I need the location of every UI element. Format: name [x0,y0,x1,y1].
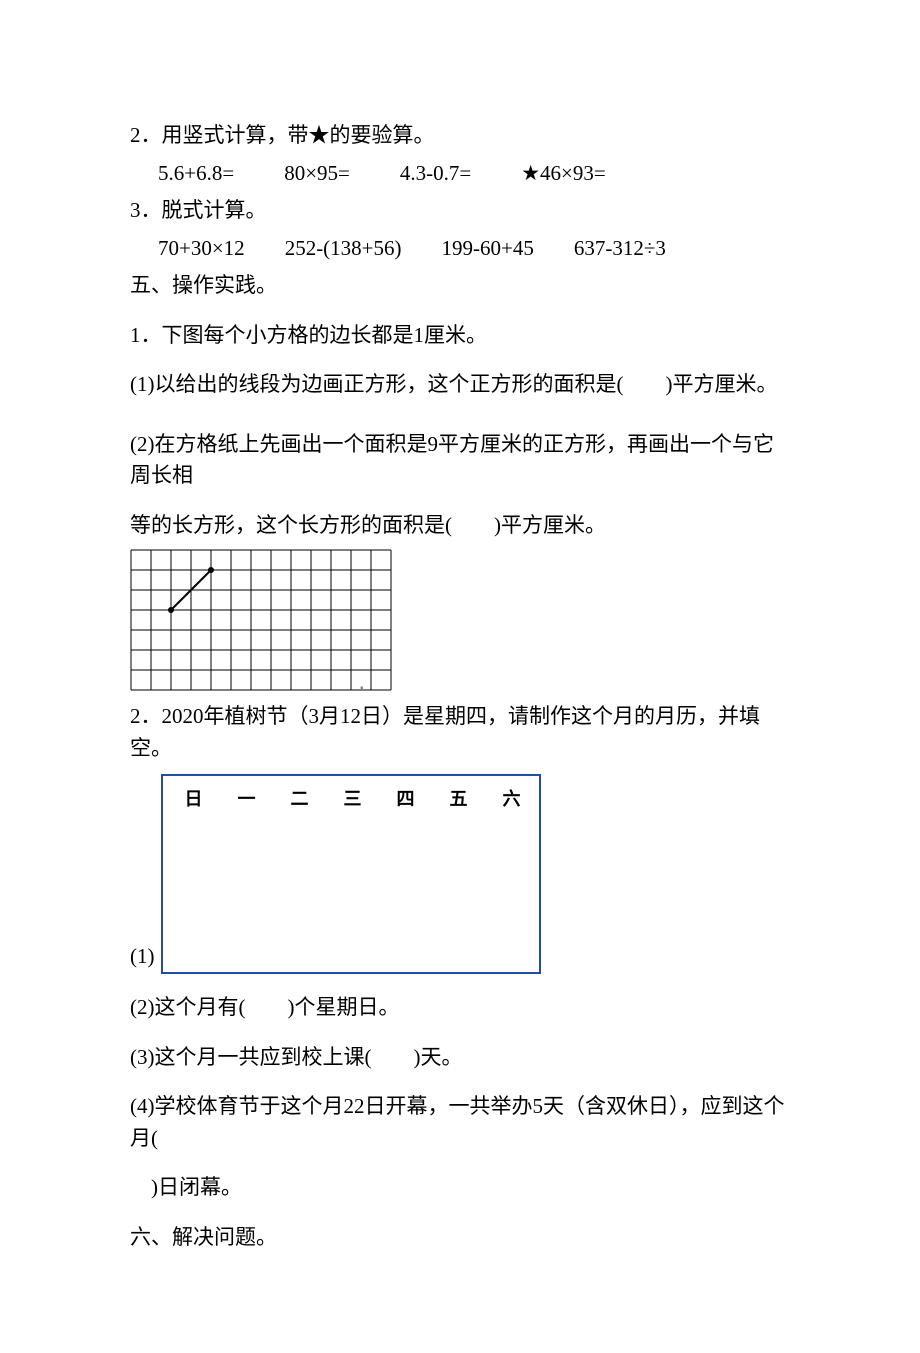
calendar-label: (1) [130,941,161,975]
cal-h-4: 四 [397,786,415,813]
cal-h-6: 六 [503,786,521,813]
sec5-q1-p2b: 等的长方形，这个长方形的面积是( )平方厘米。 [130,510,790,542]
q2-item-2: 80×95= [284,158,350,190]
grid-figure [130,549,790,691]
q2-items: 5.6+6.8= 80×95= 4.3-0.7= ★46×93= [130,158,790,190]
q3-item-2: 252-(138+56) [285,233,402,265]
calendar-row: (1) 日 一 二 三 四 五 六 [130,774,790,974]
q3-item-4: 637-312÷3 [574,233,666,265]
q3-items: 70+30×12 252-(138+56) 199-60+45 637-312÷… [130,233,790,265]
cal-h-1: 一 [238,786,256,813]
sec5-q1-p2a: (2)在方格纸上先画出一个面积是9平方厘米的正方形，再画出一个与它周长相 [130,429,790,492]
q2-item-3: 4.3-0.7= [400,158,471,190]
sec5-q1-p1: (1)以给出的线段为边画正方形，这个正方形的面积是( )平方厘米。 [130,369,790,401]
sec5-q2-p2: (2)这个月有( )个星期日。 [130,992,790,1024]
sec5-q2-title: 2．2020年植树节（3月12日）是星期四，请制作这个月的月历，并填空。 [130,701,790,764]
cal-h-2: 二 [291,786,309,813]
q3-item-1: 70+30×12 [158,233,245,265]
grid-svg [130,549,392,691]
page-marker: ▪ [360,681,364,696]
sec5-q2-p4b: )日闭幕。 [130,1172,790,1204]
q2-item-4: ★46×93= [521,158,606,190]
sec5-q2-p3: (3)这个月一共应到校上课( )天。 [130,1042,790,1074]
calendar-box: 日 一 二 三 四 五 六 [161,774,541,974]
cal-h-5: 五 [450,786,468,813]
sec5-title: 五、操作实践。 [130,270,790,302]
q3-title: 3．脱式计算。 [130,195,790,227]
q3-item-3: 199-60+45 [442,233,534,265]
cal-h-3: 三 [344,786,362,813]
cal-h-0: 日 [185,786,203,813]
q2-title: 2．用竖式计算，带★的要验算。 [130,120,790,152]
page: 2．用竖式计算，带★的要验算。 5.6+6.8= 80×95= 4.3-0.7=… [0,0,920,1353]
sec6-title: 六、解决问题。 [130,1222,790,1254]
sec5-q2-p4a: (4)学校体育节于这个月22日开幕，一共举办5天（含双休日），应到这个月( [130,1091,790,1154]
sec5-q1-title: 1．下图每个小方格的边长都是1厘米。 [130,320,790,352]
q2-item-1: 5.6+6.8= [158,158,234,190]
calendar-header: 日 一 二 三 四 五 六 [185,786,521,813]
